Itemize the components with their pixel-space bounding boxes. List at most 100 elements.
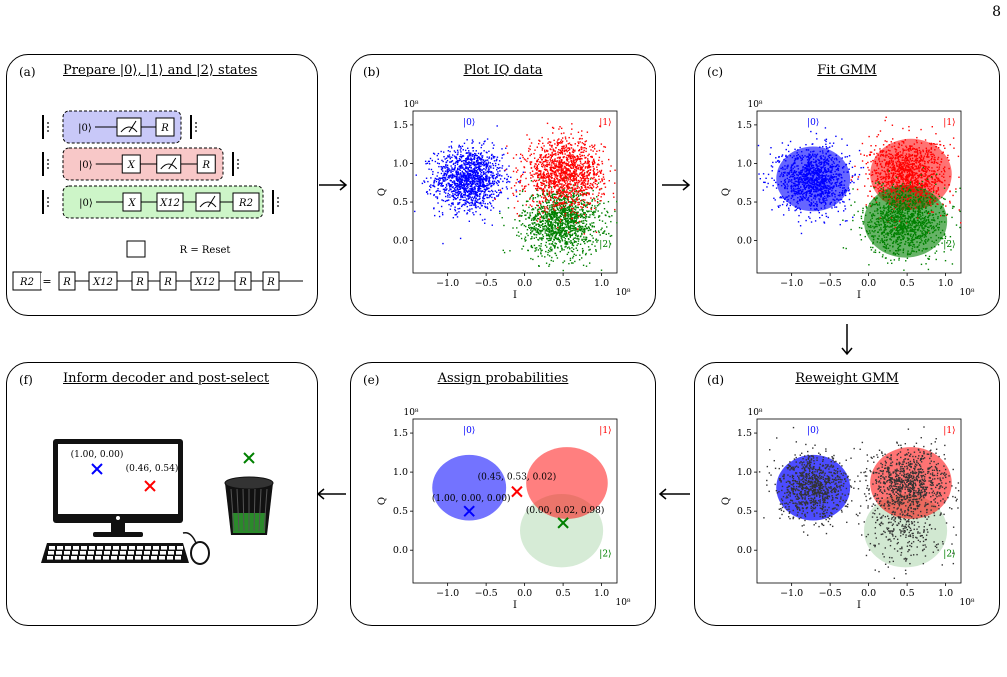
data-point bbox=[556, 168, 558, 171]
data-point bbox=[557, 208, 559, 210]
data-point bbox=[536, 169, 538, 171]
data-point bbox=[527, 157, 529, 160]
data-point bbox=[762, 173, 765, 175]
data-point bbox=[571, 128, 573, 130]
data-point bbox=[496, 176, 498, 178]
data-point bbox=[441, 199, 443, 201]
meter-needle bbox=[128, 120, 137, 133]
data-point bbox=[483, 159, 485, 162]
data-point bbox=[461, 186, 463, 189]
data-point bbox=[470, 167, 472, 169]
data-point bbox=[474, 193, 477, 196]
data-point bbox=[600, 172, 602, 174]
data-point bbox=[584, 147, 586, 149]
data-point bbox=[581, 177, 584, 179]
data-point bbox=[819, 150, 821, 153]
data-point bbox=[592, 241, 594, 243]
data-point bbox=[539, 170, 541, 172]
data-point bbox=[561, 192, 563, 195]
data-point bbox=[548, 218, 550, 221]
data-point bbox=[545, 176, 548, 179]
data-point bbox=[458, 185, 460, 187]
data-point bbox=[480, 179, 482, 182]
data-point bbox=[564, 230, 566, 232]
data-point bbox=[477, 166, 480, 168]
data-point bbox=[474, 167, 476, 169]
data-point bbox=[577, 238, 579, 240]
data-point bbox=[590, 208, 593, 210]
data-point bbox=[549, 195, 552, 197]
data-point bbox=[460, 151, 462, 153]
data-point bbox=[577, 131, 580, 134]
meter-arc bbox=[120, 126, 138, 133]
data-point bbox=[565, 194, 567, 197]
data-point bbox=[564, 172, 567, 174]
data-point bbox=[474, 178, 476, 181]
data-point bbox=[584, 231, 586, 233]
data-point bbox=[548, 174, 551, 177]
data-point bbox=[557, 247, 559, 249]
data-point bbox=[558, 151, 561, 154]
data-point bbox=[799, 173, 801, 175]
data-point bbox=[542, 156, 545, 159]
data-point bbox=[540, 204, 542, 206]
data-point bbox=[551, 224, 554, 227]
data-point bbox=[471, 174, 473, 176]
data-point bbox=[536, 165, 539, 167]
data-point bbox=[559, 149, 562, 151]
data-point bbox=[808, 153, 810, 155]
data-point bbox=[555, 181, 558, 183]
data-point bbox=[598, 192, 600, 194]
data-point bbox=[556, 233, 559, 235]
data-point bbox=[596, 150, 598, 152]
data-point bbox=[580, 146, 583, 148]
data-point bbox=[486, 183, 488, 185]
data-point bbox=[476, 193, 478, 196]
data-point bbox=[585, 192, 588, 194]
data-point bbox=[562, 185, 564, 188]
data-point bbox=[542, 173, 544, 175]
data-point bbox=[553, 187, 556, 189]
data-point bbox=[585, 150, 587, 153]
data-point bbox=[541, 177, 543, 179]
data-point bbox=[539, 230, 541, 232]
data-point bbox=[556, 207, 559, 209]
data-point bbox=[614, 182, 616, 184]
data-point bbox=[816, 167, 818, 169]
data-point bbox=[580, 228, 582, 231]
data-point bbox=[576, 222, 578, 225]
data-point bbox=[562, 177, 564, 179]
data-point bbox=[558, 148, 560, 151]
data-point bbox=[465, 159, 467, 161]
data-point bbox=[536, 172, 539, 174]
data-point bbox=[560, 233, 562, 236]
data-point bbox=[434, 179, 436, 181]
data-point bbox=[553, 200, 555, 202]
data-point bbox=[503, 177, 506, 180]
data-point bbox=[460, 193, 463, 196]
data-point bbox=[544, 230, 547, 232]
data-point bbox=[448, 184, 450, 186]
data-point bbox=[550, 169, 553, 171]
data-point bbox=[464, 175, 466, 177]
data-point bbox=[551, 232, 553, 235]
data-point bbox=[538, 187, 541, 189]
data-point bbox=[570, 183, 572, 186]
data-point bbox=[819, 181, 821, 183]
panel-label: (c) bbox=[707, 65, 724, 79]
data-point bbox=[533, 157, 536, 159]
data-point bbox=[519, 190, 521, 192]
data-point bbox=[508, 165, 510, 167]
data-point bbox=[478, 193, 481, 195]
data-point bbox=[563, 207, 565, 210]
data-point bbox=[548, 208, 550, 210]
data-point bbox=[581, 228, 583, 230]
data-point bbox=[553, 185, 556, 188]
data-point bbox=[458, 203, 460, 205]
data-point bbox=[489, 183, 491, 185]
data-point bbox=[587, 154, 589, 157]
data-point bbox=[551, 153, 553, 155]
data-point bbox=[547, 142, 549, 144]
data-point bbox=[550, 196, 552, 199]
data-point bbox=[501, 148, 503, 150]
